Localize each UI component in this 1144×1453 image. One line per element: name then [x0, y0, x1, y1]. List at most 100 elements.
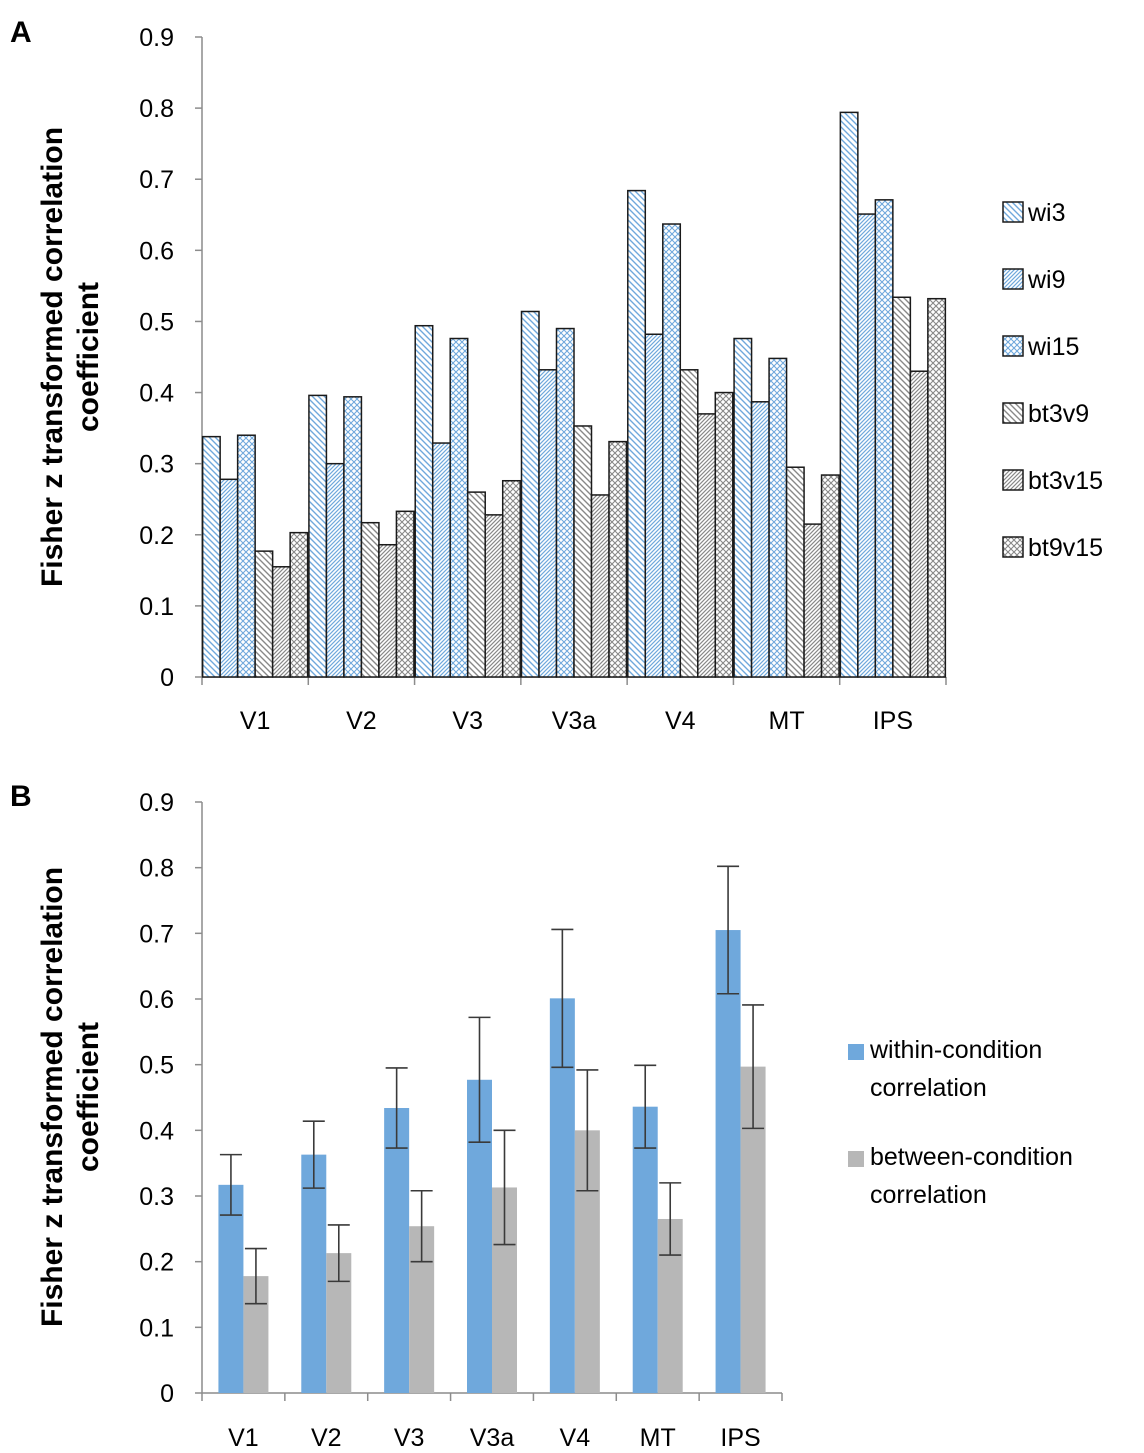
panel-b-x-tick-label: V1 [228, 1424, 259, 1452]
panel-a-bar [679, 369, 699, 678]
panel-a-x-tick-label: V2 [346, 707, 377, 735]
panel-a-chart: A 0 0.1 0.2 0.3 0.4 0.5 0.6 0.7 0.8 0.9 V1 V2 V3 V3a V4… [10, 16, 1103, 735]
panel-a-legend-label: bt9v15 [1028, 534, 1103, 562]
panel-b-x-tick-label: IPS [720, 1424, 760, 1452]
panel-a-x-tick-label: V4 [665, 707, 696, 735]
panel-a-bar [325, 462, 345, 678]
panel-a-bar [697, 413, 717, 678]
panel-a-legend-label: bt3v9 [1028, 400, 1089, 428]
panel-a-bar [839, 111, 859, 678]
panel-a-bar [414, 324, 434, 678]
panel-a-bar [927, 297, 947, 678]
panel-a-bar [308, 394, 328, 678]
panel-a-legend-swatch [1002, 335, 1024, 357]
panel-b-legend-label-line: correlation [870, 1074, 987, 1102]
panel-a-legend-swatch [1002, 469, 1024, 491]
panel-a-y-tick-label: 0.1 [139, 593, 174, 621]
panel-b-y-tick-label: 0 [160, 1380, 174, 1408]
panel-b-x-tick-label: V3a [470, 1424, 515, 1452]
panel-a-x-tick-label: MT [769, 707, 805, 735]
panel-b-bar [301, 1154, 327, 1393]
panel-a-bar [343, 396, 363, 678]
panel-b-bar [384, 1108, 410, 1393]
panel-a-bar [501, 479, 521, 678]
panel-b-chart: B 0 0.1 0.2 0.3 0.4 0.5 0.6 0.7 0.8 0.9 V1 V2 V3 V3a V4… [10, 780, 1073, 1452]
panel-a-x-tick-label: IPS [873, 707, 913, 735]
panel-b-legend-label: between-condition correlation [870, 1143, 1073, 1209]
panel-a-bar [484, 514, 504, 678]
panel-a-bar [573, 425, 593, 678]
panel-a-bar [538, 369, 558, 678]
panel-a-bar [662, 223, 682, 678]
panel-a-bar [909, 370, 929, 678]
panel-a-y-tick-label: 0.4 [139, 380, 174, 408]
panel-b-legend-label-line: correlation [870, 1181, 987, 1209]
panel-a-bar [768, 357, 788, 678]
panel-b-y-tick-label: 0.2 [139, 1249, 174, 1277]
panel-a-legend-swatch [1002, 536, 1024, 558]
panel-a-bar [201, 435, 221, 678]
panel-a-y-tick-label: 0.2 [139, 522, 174, 550]
panel-a-bar [785, 466, 805, 678]
panel-b-x-tick-label: V3 [394, 1424, 425, 1452]
panel-a-legend-label: wi15 [1027, 333, 1079, 361]
panel-a-y-axis-title-line: Fisher z transformed correlation [36, 127, 69, 587]
panel-a-legend-label: wi3 [1027, 199, 1066, 227]
panel-a-bar [874, 199, 894, 678]
panel-a-y-tick-label: 0.7 [139, 166, 174, 194]
panel-b-y-axis-title-line: Fisher z transformed correlation [36, 867, 69, 1327]
panel-b-y-axis-title: Fisher z transformed correlation coeffici… [36, 867, 105, 1327]
panel-b-legend-label: within-condition correlation [869, 1036, 1042, 1102]
panel-b-bar [632, 1106, 658, 1393]
panel-b-legend-swatch [848, 1151, 864, 1167]
panel-a-x-tick-label: V3 [452, 707, 483, 735]
panel-a-bar [219, 478, 239, 678]
panel-a-y-axis-title: Fisher z transformed correlation coeffici… [36, 127, 105, 587]
panel-b-y-axis-title-line: coefficient [72, 1022, 105, 1172]
panel-a-bar [857, 213, 877, 678]
panel-a-bar [449, 337, 469, 678]
panel-a-legend-swatch [1002, 268, 1024, 290]
panel-b-y-tick-label: 0.9 [139, 789, 174, 817]
panel-a-y-axis-title-line: coefficient [72, 282, 105, 432]
panel-b-y-tick-label: 0.1 [139, 1314, 174, 1342]
panel-b-y-tick-label: 0.8 [139, 855, 174, 883]
panel-b-y-tick-label: 0.6 [139, 986, 174, 1014]
panel-a-bar [378, 543, 398, 678]
panel-a-y-tick-label: 0.6 [139, 237, 174, 265]
panel-a-y-tick-label: 0.5 [139, 308, 174, 336]
panel-a-bar [466, 491, 486, 678]
panel-b-y-tick-label: 0.7 [139, 920, 174, 948]
panel-a-bar [520, 310, 540, 678]
panel-a-y-tick-label: 0.3 [139, 451, 174, 479]
panel-b-bar [715, 930, 741, 1393]
panel-a-legend-swatch [1002, 201, 1024, 223]
panel-a-bar [644, 333, 664, 678]
panel-a-x-tick-label: V1 [240, 707, 271, 735]
panel-a-bar [289, 531, 309, 678]
panel-a-x-tick-label: V3a [552, 707, 597, 735]
panel-a-bar [590, 494, 610, 678]
panel-a-bar [803, 523, 823, 678]
panel-b-x-tick-label: V2 [311, 1424, 342, 1452]
panel-b-panel-letter: B [10, 780, 32, 813]
panel-b-legend-label-line: between-condition [870, 1143, 1073, 1171]
panel-a-legend-swatch [1002, 402, 1024, 424]
panel-b-legend-label-line: within-condition [869, 1036, 1042, 1064]
panel-a-bar [236, 434, 256, 678]
panel-a-bar [254, 550, 274, 678]
panel-a-bar [892, 296, 912, 678]
panel-a-bar [360, 521, 380, 678]
panel-a-bar [733, 337, 753, 678]
panel-a-panel-letter: A [10, 16, 32, 49]
panel-b-bar [218, 1184, 244, 1393]
panel-a-bar [608, 440, 628, 678]
panel-a-legend-label: wi9 [1027, 266, 1066, 294]
panel-a-legend-label: bt3v15 [1028, 467, 1103, 495]
panel-a-bar [555, 327, 575, 678]
panel-b-y-tick-label: 0.3 [139, 1183, 174, 1211]
panel-b-legend-swatch [848, 1044, 864, 1060]
panel-a-bar [820, 474, 840, 678]
panel-b-x-tick-label: V4 [560, 1424, 591, 1452]
